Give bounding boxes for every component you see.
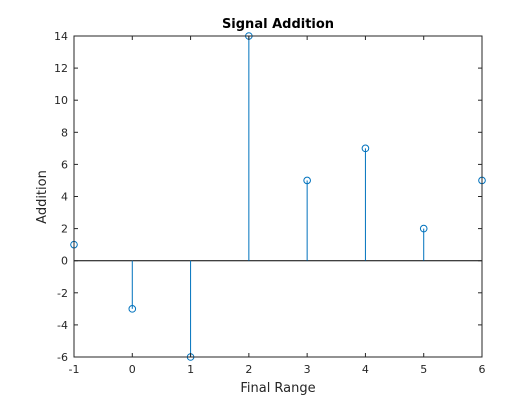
x-tick-label: 4 bbox=[362, 363, 369, 376]
stem-marker bbox=[303, 176, 311, 185]
stem-marker bbox=[361, 144, 370, 153]
y-tick-label: 4 bbox=[61, 191, 68, 204]
stem-marker bbox=[419, 224, 428, 233]
y-tick-label: 12 bbox=[54, 62, 68, 75]
y-tick-label: -4 bbox=[57, 319, 68, 332]
y-tick-label: 8 bbox=[61, 126, 68, 139]
y-axis-title: Addition bbox=[35, 170, 50, 224]
y-tick-label: -6 bbox=[57, 351, 68, 364]
x-tick-label: 0 bbox=[129, 363, 136, 376]
y-tick-label: 2 bbox=[61, 223, 68, 236]
x-tick-label: 5 bbox=[420, 363, 427, 376]
y-tick-label: 6 bbox=[61, 158, 68, 171]
x-tick-label: 1 bbox=[187, 363, 194, 376]
x-tick-label: 3 bbox=[304, 363, 311, 376]
y-tick-label: 14 bbox=[54, 30, 68, 43]
plot-area bbox=[74, 36, 482, 357]
x-tick-label: 6 bbox=[479, 363, 486, 376]
y-tick-label: 0 bbox=[61, 255, 68, 268]
chart-title: Signal Addition bbox=[222, 17, 334, 32]
stem-marker bbox=[128, 305, 137, 313]
x-axis-title: Final Range bbox=[240, 381, 315, 396]
y-tick-label: -2 bbox=[57, 287, 68, 300]
x-tick-label: -1 bbox=[69, 363, 80, 376]
y-tick-label: 10 bbox=[54, 94, 68, 107]
x-tick-label: 2 bbox=[245, 363, 252, 376]
